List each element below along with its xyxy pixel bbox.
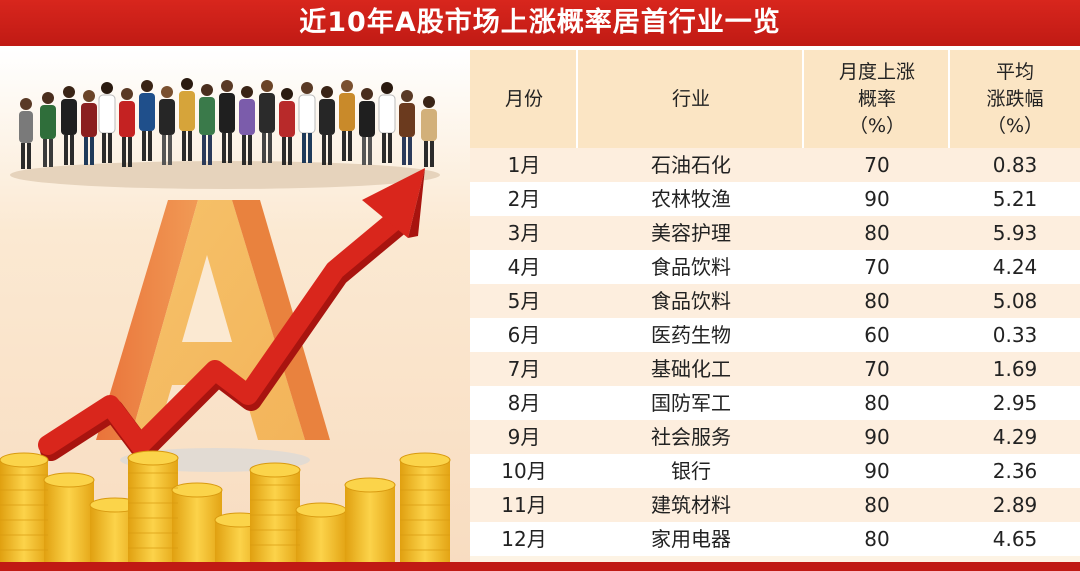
cell-month: 7月: [507, 357, 541, 381]
coin-stacks-icon: [0, 450, 451, 571]
cell-month: 8月: [507, 391, 541, 415]
cell-average-change: 4.24: [992, 255, 1038, 279]
cell-average-change: 0.33: [992, 323, 1038, 347]
cell-month: 5月: [507, 289, 541, 313]
header-industry-label: 行业: [671, 87, 710, 110]
table-row: 5月 食品饮料 80 5.08: [470, 284, 1080, 318]
header-change-unit: （%）: [986, 114, 1044, 137]
cell-industry: 家用电器: [651, 527, 731, 551]
cell-average-change: 4.29: [992, 425, 1038, 449]
table-row: 3月 美容护理 80 5.93: [470, 216, 1080, 250]
header-probability-line: 月度上涨: [838, 60, 915, 83]
header-divider: [576, 50, 578, 148]
table-row: 12月 家用电器 80 4.65: [470, 522, 1080, 556]
illustration: [0, 50, 470, 571]
cell-industry: 农林牧渔: [651, 187, 731, 211]
table-row: 8月 国防军工 80 2.95: [470, 386, 1080, 420]
table-header: [470, 50, 1080, 148]
rising-arrow-icon: [38, 168, 425, 461]
table-row: 9月 社会服务 90 4.29: [470, 420, 1080, 454]
cell-average-change: 2.89: [992, 493, 1038, 517]
cell-industry: 石油石化: [651, 153, 731, 177]
cell-probability: 80: [864, 527, 890, 551]
header-month-label: 月份: [504, 87, 543, 110]
cell-month: 9月: [507, 425, 541, 449]
header-probability: 月度上涨 概率 （%）: [804, 50, 950, 148]
cell-month: 11月: [501, 493, 547, 517]
cell-probability: 80: [864, 221, 890, 245]
industry-table: 月份 行业 月度上涨 概率 （%） 平均 涨跌幅 （%） 1月 石油石化 70 …: [470, 50, 1080, 571]
header-average-change: 平均 涨跌幅 （%）: [950, 50, 1080, 148]
table-row: 4月 食品饮料 70 4.24: [470, 250, 1080, 284]
header-month: 月份: [470, 50, 578, 148]
cell-average-change: 1.69: [992, 357, 1038, 381]
cell-probability: 70: [864, 153, 890, 177]
header-change-line: 涨跌幅: [986, 87, 1044, 110]
cell-industry: 美容护理: [651, 221, 731, 245]
cell-month: 1月: [507, 153, 541, 177]
header-probability-unit: （%）: [848, 114, 906, 137]
crowd-icon: [10, 78, 440, 189]
cell-industry: 国防军工: [651, 391, 731, 415]
cell-probability: 90: [864, 187, 890, 211]
header-probability-line: 概率: [857, 87, 896, 110]
cell-month: 6月: [507, 323, 541, 347]
cell-month: 10月: [501, 459, 547, 483]
title-bar: 近10年A股市场上涨概率居首行业一览: [0, 0, 1080, 50]
cell-probability: 90: [864, 459, 890, 483]
cell-probability: 80: [864, 289, 890, 313]
cell-average-change: 4.65: [992, 527, 1038, 551]
cell-average-change: 5.21: [992, 187, 1038, 211]
cell-month: 3月: [507, 221, 541, 245]
illustration-art: [0, 50, 470, 571]
table-row: 2月 农林牧渔 90 5.21: [470, 182, 1080, 216]
table-row: 10月 银行 90 2.36: [470, 454, 1080, 488]
cell-probability: 70: [864, 357, 890, 381]
page-title: 近10年A股市场上涨概率居首行业一览: [299, 7, 781, 38]
table-row: 11月 建筑材料 80 2.89: [470, 488, 1080, 522]
cell-industry: 基础化工: [651, 357, 731, 381]
cell-probability: 90: [864, 425, 890, 449]
header-divider: [948, 50, 950, 148]
bottom-bar: [0, 562, 1080, 571]
cell-month: 12月: [501, 527, 547, 551]
cell-probability: 70: [864, 255, 890, 279]
title-divider: [0, 46, 1080, 50]
cell-industry: 食品饮料: [651, 289, 731, 313]
header-industry: 行业: [578, 50, 804, 148]
cell-month: 4月: [507, 255, 541, 279]
header-divider: [802, 50, 804, 148]
cell-probability: 80: [864, 493, 890, 517]
table-row: 6月 医药生物 60 0.33: [470, 318, 1080, 352]
cell-industry: 食品饮料: [651, 255, 731, 279]
header-change-line: 平均: [995, 60, 1034, 83]
cell-average-change: 5.93: [992, 221, 1038, 245]
cell-industry: 银行: [671, 459, 711, 483]
cell-average-change: 2.95: [992, 391, 1038, 415]
cell-average-change: 0.83: [992, 153, 1038, 177]
cell-probability: 80: [864, 391, 890, 415]
cell-average-change: 2.36: [992, 459, 1038, 483]
cell-industry: 医药生物: [651, 323, 731, 347]
cell-industry: 建筑材料: [651, 493, 731, 517]
table-row: 7月 基础化工 70 1.69: [470, 352, 1080, 386]
cell-average-change: 5.08: [992, 289, 1038, 313]
cell-probability: 60: [864, 323, 890, 347]
cell-industry: 社会服务: [651, 425, 731, 449]
cell-month: 2月: [507, 187, 541, 211]
table-row: 1月 石油石化 70 0.83: [470, 148, 1080, 182]
